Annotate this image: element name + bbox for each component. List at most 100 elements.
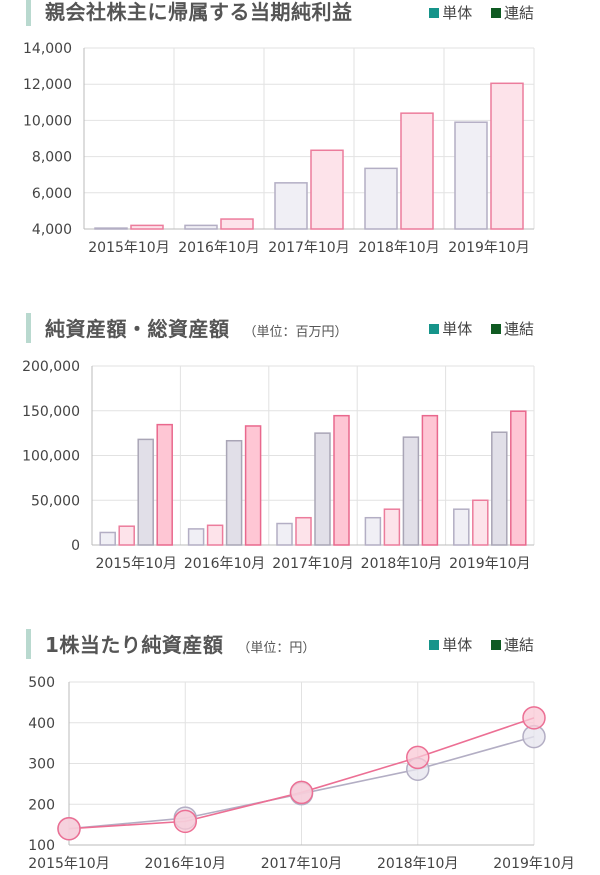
legend-single-swatch [429,8,440,18]
legend-single-swatch [429,324,440,334]
bps-header: 1株当たり純資産額 （単位：円） [26,629,315,659]
ni-bar [130,224,164,230]
assets-xtick-label: 2017年10月 [272,556,353,572]
bps-xtick-label: 2016年10月 [145,856,226,872]
assets-bar [156,423,173,546]
assets-bar [314,432,331,546]
legend-single-swatch [429,640,440,650]
legend-consolidated: 連結 [490,320,534,338]
legend-consolidated-label: 連結 [503,4,534,22]
bps-point [406,745,430,770]
bps-point [57,816,81,841]
ni-xtick-label: 2019年10月 [448,240,529,256]
assets-bar [118,525,135,546]
assets-chart: 0 50,000 100,000 150,000 200,000 2015年10月 2016… [22,359,535,572]
bps-title: 1株当たり純資産額 （単位：円） [45,629,315,658]
net-income-legend: 単体 連結 [415,2,534,23]
ni-xtick-label: 2017年10月 [268,240,349,256]
bps-point [289,780,314,805]
assets-bar [491,431,508,546]
assets-xtick-label: 2015年10月 [95,556,176,572]
bps-unit: （単位：円） [237,641,316,656]
bps-ytick-label: 200 [28,797,55,813]
bps-ytick-label: 300 [28,757,55,773]
ni-bar [364,167,398,230]
assets-bar [364,516,382,546]
ni-xtick-label: 2015年10月 [88,240,169,256]
ni-ytick-label: 8,000 [32,150,72,166]
ni-bar [220,218,254,230]
ni-ytick-label: 12,000 [23,77,72,93]
assets-title: 純資産額・総資産額 （単位：百万円） [45,313,348,342]
assets-legend: 単体 連結 [415,318,534,339]
legend-single-label: 単体 [442,4,473,22]
net-income-chart: 4,000 6,000 8,000 10,000 12,000 14,000 2015年10… [23,41,535,256]
ni-bar [454,121,488,230]
assets-bar [383,508,401,546]
legend-consolidated-label: 連結 [503,636,534,654]
bps-xtick-label: 2018年10月 [377,856,458,872]
legend-consolidated: 連結 [490,4,534,22]
assets-bar [421,414,439,546]
bps-xtick-label: 2015年10月 [28,856,109,872]
assets-unit: （単位：百万円） [243,325,348,340]
legend-single: 単体 [429,636,472,654]
ni-xtick-label: 2016年10月 [178,240,259,256]
assets-header: 純資産額・総資産額 （単位：百万円） [26,313,348,343]
bps-ytick-label: 400 [28,716,55,732]
bps-xtick-label: 2019年10月 [493,856,574,872]
bps-point [522,706,546,730]
legend-consolidated-swatch [490,324,501,334]
assets-ytick-label: 100,000 [22,449,80,465]
ni-bar [94,227,128,230]
assets-bar [402,436,420,546]
legend-single: 単体 [429,320,472,338]
ni-ytick-label: 4,000 [32,222,72,238]
assets-bar [244,425,262,546]
ni-xtick-label: 2018年10月 [358,240,439,256]
legend-consolidated-swatch [490,8,501,18]
assets-xtick-label: 2019年10月 [449,556,530,572]
ni-bar [310,149,344,230]
ni-bar [184,224,218,230]
bps-ytick-label: 100 [28,838,55,854]
bps-title-text: 1株当たり純資産額 [45,633,224,657]
legend-single-label: 単体 [442,320,473,338]
ni-ytick-label: 14,000 [23,41,72,57]
net-income-title: 親会社株主に帰属する当期純利益 [45,0,353,24]
assets-xtick-label: 2018年10月 [361,556,442,572]
legend-single-label: 単体 [442,636,473,654]
assets-bar [333,414,350,546]
assets-title-text: 純資産額・総資産額 [45,317,230,341]
legend-single: 単体 [429,4,472,22]
net-income-header: 親会社株主に帰属する当期純利益 [26,0,352,26]
assets-bar [295,516,312,546]
assets-bar [510,410,527,546]
assets-bar [225,439,243,546]
assets-ytick-label: 0 [71,538,80,554]
bps-ytick-label: 500 [28,675,55,691]
ni-bar [274,182,308,230]
assets-xtick-label: 2016年10月 [184,556,265,572]
bps-xtick-label: 2017年10月 [261,856,342,872]
assets-ytick-label: 200,000 [22,359,80,375]
legend-consolidated-label: 連結 [503,320,534,338]
assets-bar [472,499,489,546]
assets-ytick-label: 150,000 [22,404,80,420]
assets-ytick-label: 50,000 [31,493,80,509]
assets-bar [187,528,205,546]
ni-ytick-label: 6,000 [32,186,72,202]
assets-bar [276,522,293,546]
ni-bar [400,112,434,230]
assets-bar [206,524,224,546]
assets-bar [99,531,116,546]
bps-point [173,809,197,834]
assets-bar [453,508,470,546]
legend-consolidated-swatch [490,640,501,650]
bps-legend: 単体 連結 [415,634,534,655]
legend-consolidated: 連結 [490,636,534,654]
ni-bar [490,82,524,230]
assets-bar [137,438,154,546]
ni-ytick-label: 10,000 [23,113,72,129]
